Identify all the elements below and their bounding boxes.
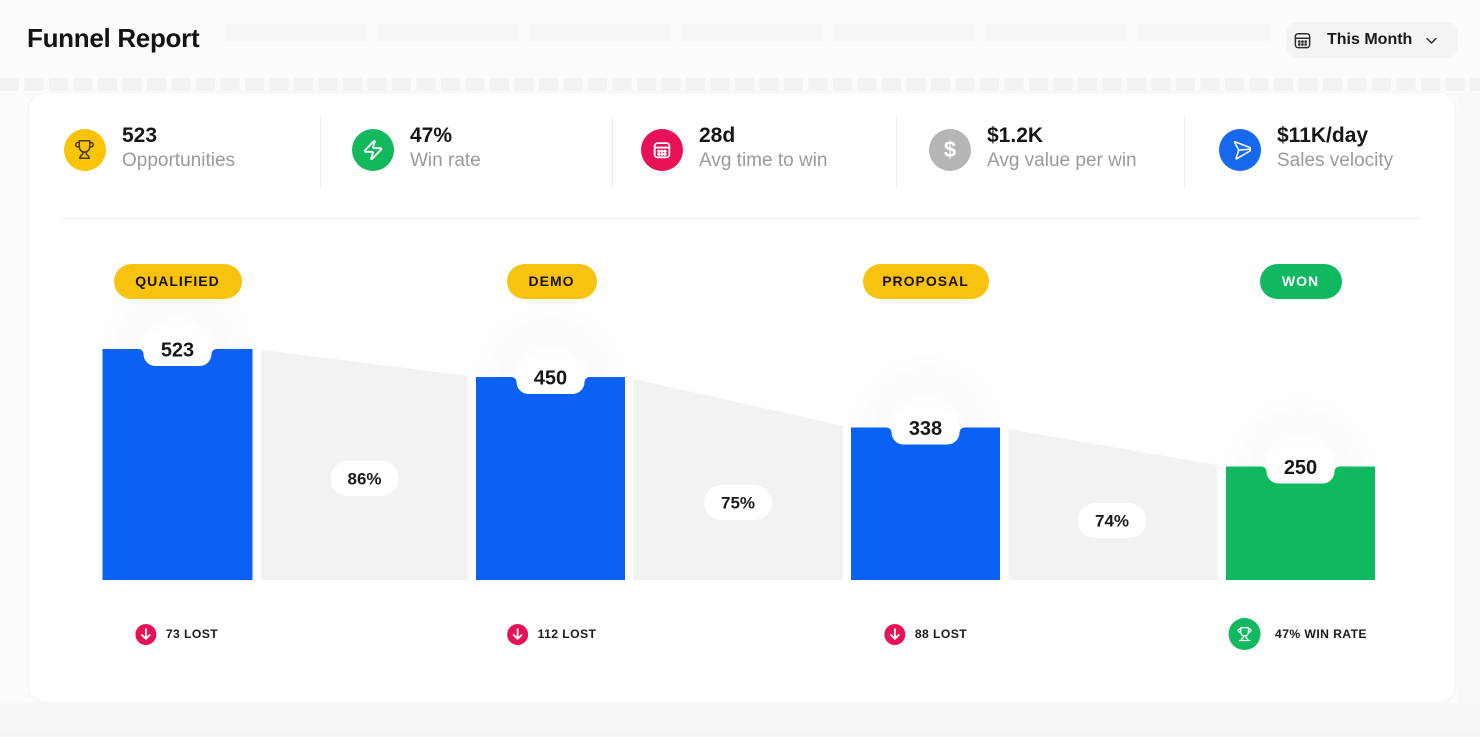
svg-text:75%: 75% <box>721 494 755 513</box>
svg-text:523: 523 <box>161 340 194 362</box>
svg-text:450: 450 <box>534 368 567 390</box>
svg-text:74%: 74% <box>1095 512 1129 531</box>
svg-text:86%: 86% <box>347 470 381 489</box>
svg-text:250: 250 <box>1284 457 1317 479</box>
svg-text:338: 338 <box>909 418 942 440</box>
